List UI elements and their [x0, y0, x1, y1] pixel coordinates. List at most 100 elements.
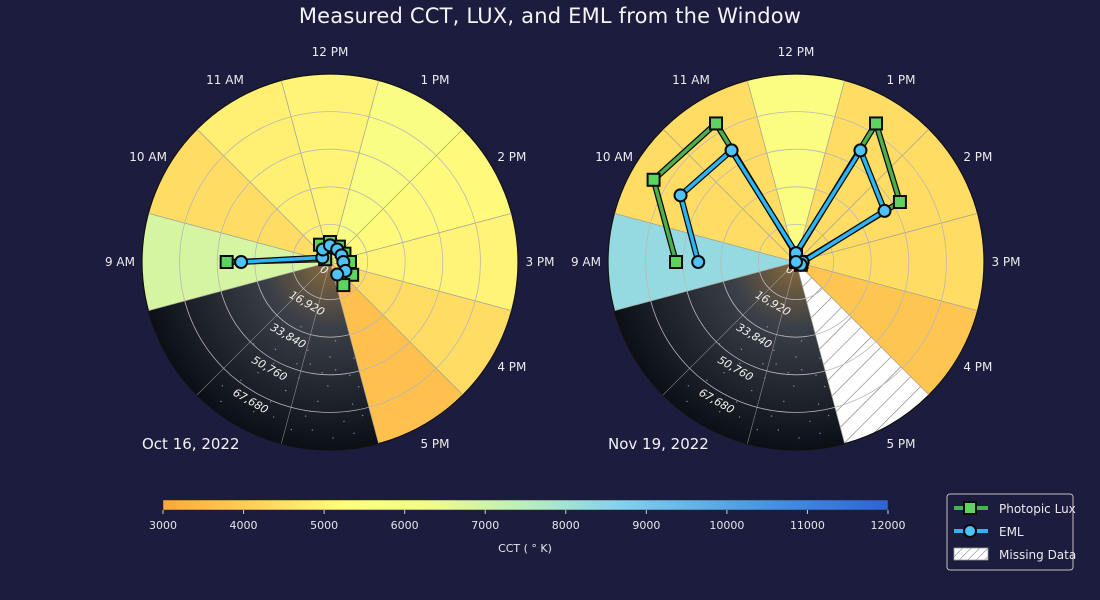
night-star	[269, 401, 272, 403]
legend: Photopic Lux EML Missing Data	[946, 493, 1076, 571]
night-star	[351, 403, 354, 405]
night-star	[819, 432, 821, 435]
night-star	[309, 363, 311, 365]
night-star	[273, 322, 276, 325]
night-star	[300, 326, 302, 328]
legend-label-missing-data: Missing Data	[999, 548, 1076, 562]
photopic-lux-point	[219, 255, 234, 269]
night-star	[756, 428, 759, 431]
hour-label: 5 PM	[886, 437, 915, 451]
colorbar-tick-label: 7000	[471, 519, 499, 532]
night-star	[723, 372, 725, 374]
grid-spoke	[148, 261, 331, 311]
hour-label: 4 PM	[497, 360, 526, 374]
hour-label: 4 PM	[963, 360, 992, 374]
eml-point	[673, 188, 688, 203]
eml-point	[853, 143, 868, 158]
date-label: Oct 16, 2022	[142, 435, 240, 453]
night-star	[739, 362, 741, 365]
night-star	[332, 437, 334, 439]
grid-spoke	[614, 261, 797, 311]
grid-spoke	[795, 261, 845, 444]
night-star	[334, 340, 337, 342]
night-star	[327, 385, 329, 387]
grid-spoke	[795, 261, 930, 396]
hour-label: 2 PM	[963, 150, 992, 164]
grid-spoke	[614, 213, 797, 263]
eml-point	[877, 203, 892, 218]
photopic-lux-point	[336, 278, 351, 293]
grid-circle	[720, 186, 872, 338]
hour-label: 12 PM	[312, 45, 349, 59]
night-star	[334, 369, 337, 371]
night-star	[257, 372, 259, 374]
hour-label: 12 PM	[778, 45, 815, 59]
colorbar-gradient	[162, 499, 889, 511]
night-star	[317, 400, 319, 403]
night-star	[749, 375, 751, 377]
grid-circle	[216, 148, 444, 376]
night-star	[815, 374, 817, 376]
night-star	[738, 416, 741, 418]
legend-label-eml: EML	[999, 525, 1024, 539]
hour-label: 3 PM	[525, 255, 554, 269]
grid-spoke	[148, 213, 331, 263]
grid-spoke	[329, 80, 379, 263]
grid-spoke	[662, 261, 797, 396]
night-star	[296, 363, 298, 365]
grid-spoke	[795, 80, 845, 263]
eml-point	[234, 255, 249, 269]
hour-label: 9 AM	[571, 255, 601, 269]
night-star	[817, 403, 820, 405]
colorbar-tick-label: 11000	[790, 519, 825, 532]
night-star	[740, 348, 743, 351]
night-star	[706, 379, 708, 381]
night-star	[773, 349, 775, 351]
hour-label: 1 PM	[886, 73, 915, 87]
colorbar-tick-label: 9000	[632, 519, 660, 532]
night-star	[754, 338, 756, 340]
outer-circle	[141, 73, 519, 451]
night-star	[725, 357, 727, 359]
night-star	[762, 363, 764, 365]
night-star	[253, 410, 255, 413]
grid-spoke	[281, 261, 331, 444]
grid-spoke	[329, 213, 512, 263]
night-star	[787, 372, 789, 374]
colorbar-tick-label: 6000	[391, 519, 419, 532]
night-star	[353, 432, 355, 435]
grid-spoke	[747, 80, 797, 263]
hour-label: 11 AM	[672, 73, 710, 87]
night-star	[273, 362, 275, 365]
grid-circle	[758, 223, 835, 300]
hour-label: 3 PM	[991, 255, 1020, 269]
night-star	[239, 394, 241, 397]
night-star	[800, 369, 803, 371]
legend-item-eml: EML	[954, 524, 1024, 539]
night-star	[272, 416, 275, 418]
night-star	[329, 356, 331, 358]
legend-label-photopic-lux: Photopic Lux	[999, 502, 1076, 516]
night-star	[283, 375, 285, 377]
night-star	[307, 349, 309, 351]
colorbar-tick-label: 3000	[149, 519, 177, 532]
grid-spoke	[747, 261, 797, 444]
night-star	[766, 326, 768, 328]
night-star	[819, 357, 821, 359]
colorbar-tick-label: 4000	[230, 519, 258, 532]
colorbar-label: CCT ( ° K)	[498, 542, 552, 555]
night-star	[800, 340, 803, 342]
night-star	[824, 386, 826, 388]
night-star	[739, 322, 742, 325]
night-star	[358, 386, 360, 388]
night-star	[751, 389, 753, 392]
grid-spoke	[196, 128, 331, 263]
night-star	[735, 401, 738, 403]
date-label: Nov 19, 2022	[608, 435, 709, 453]
outer-circle	[607, 73, 985, 451]
grid-spoke	[329, 128, 464, 263]
hour-label: 10 AM	[129, 150, 167, 164]
night-star	[361, 414, 364, 417]
